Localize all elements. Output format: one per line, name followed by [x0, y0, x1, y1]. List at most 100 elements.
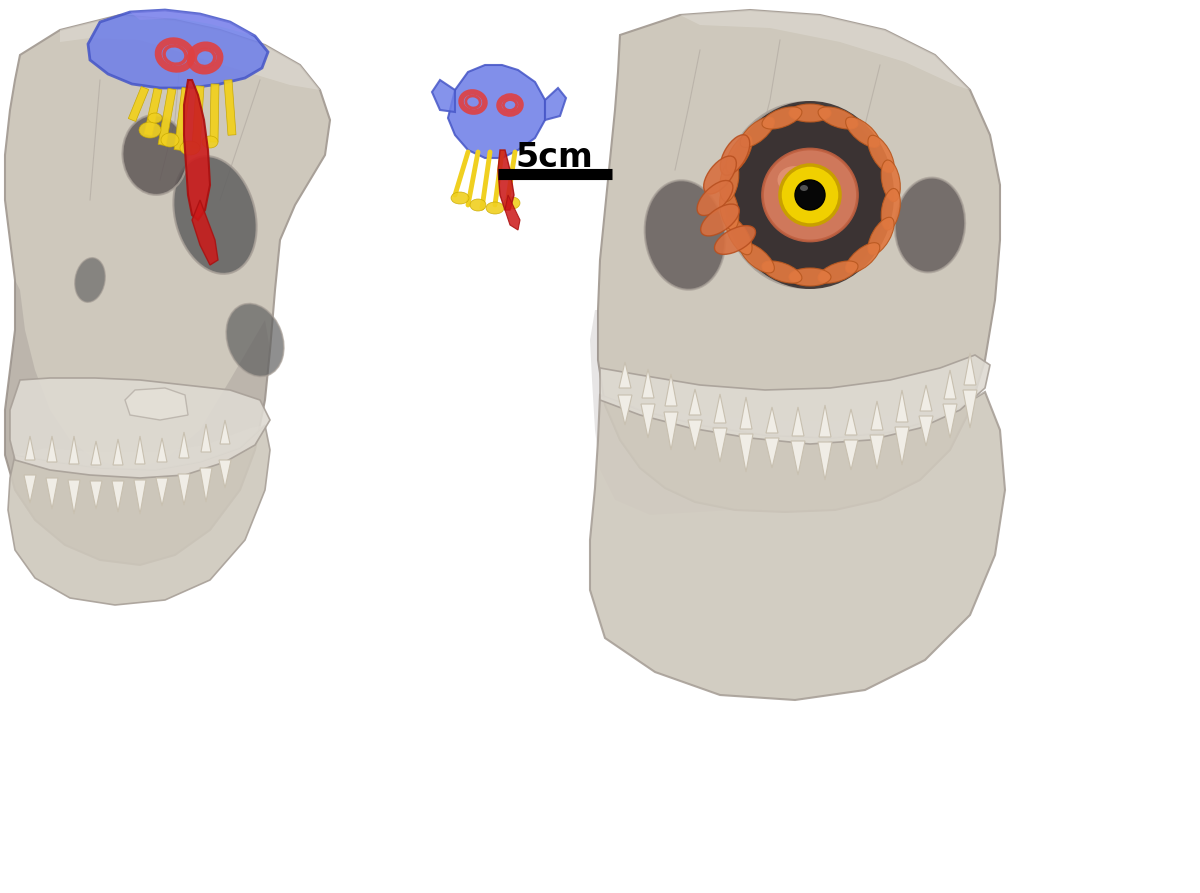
Polygon shape: [156, 478, 168, 506]
Polygon shape: [600, 355, 990, 444]
Polygon shape: [665, 374, 677, 406]
Ellipse shape: [720, 188, 739, 230]
Ellipse shape: [173, 156, 257, 274]
Polygon shape: [14, 425, 265, 470]
Polygon shape: [766, 438, 779, 468]
Polygon shape: [944, 370, 956, 399]
Polygon shape: [5, 15, 330, 565]
Ellipse shape: [726, 217, 752, 255]
Ellipse shape: [148, 113, 162, 123]
Polygon shape: [896, 390, 908, 422]
Ellipse shape: [697, 180, 733, 215]
Ellipse shape: [762, 261, 802, 283]
Polygon shape: [70, 436, 79, 464]
Polygon shape: [192, 200, 218, 265]
Ellipse shape: [74, 258, 106, 303]
Ellipse shape: [722, 103, 888, 288]
Ellipse shape: [895, 178, 965, 272]
Ellipse shape: [818, 107, 858, 129]
Polygon shape: [220, 460, 230, 488]
Polygon shape: [68, 480, 80, 514]
Polygon shape: [590, 310, 734, 515]
Ellipse shape: [881, 160, 900, 202]
Polygon shape: [157, 438, 167, 462]
Polygon shape: [919, 416, 934, 446]
Polygon shape: [545, 88, 566, 120]
Ellipse shape: [846, 117, 880, 147]
Polygon shape: [432, 80, 455, 112]
Polygon shape: [60, 15, 320, 90]
Polygon shape: [128, 87, 149, 121]
Polygon shape: [713, 428, 727, 462]
Ellipse shape: [714, 226, 756, 255]
Ellipse shape: [504, 197, 520, 209]
Ellipse shape: [644, 180, 725, 289]
Polygon shape: [179, 432, 190, 458]
Polygon shape: [590, 392, 1006, 700]
Polygon shape: [845, 409, 857, 435]
Polygon shape: [125, 388, 188, 420]
Polygon shape: [920, 385, 932, 411]
Polygon shape: [134, 436, 145, 464]
Polygon shape: [598, 10, 1000, 512]
Ellipse shape: [762, 149, 858, 241]
Polygon shape: [144, 88, 162, 136]
Ellipse shape: [161, 133, 179, 147]
Ellipse shape: [800, 185, 808, 191]
Polygon shape: [680, 10, 970, 90]
Ellipse shape: [470, 199, 486, 211]
Ellipse shape: [762, 107, 802, 129]
Polygon shape: [600, 392, 985, 438]
Polygon shape: [943, 404, 958, 438]
Polygon shape: [47, 436, 58, 462]
Polygon shape: [818, 442, 832, 480]
Polygon shape: [88, 10, 268, 88]
Polygon shape: [5, 280, 270, 565]
Polygon shape: [134, 480, 146, 514]
Polygon shape: [91, 441, 101, 465]
Ellipse shape: [796, 180, 826, 210]
Polygon shape: [870, 435, 884, 469]
Polygon shape: [192, 86, 204, 148]
Ellipse shape: [868, 135, 894, 172]
Ellipse shape: [726, 101, 894, 289]
Polygon shape: [689, 389, 701, 415]
Polygon shape: [791, 441, 805, 475]
Ellipse shape: [790, 268, 830, 286]
Ellipse shape: [202, 136, 218, 148]
Polygon shape: [792, 407, 804, 436]
Polygon shape: [688, 420, 702, 450]
Ellipse shape: [720, 160, 739, 202]
Polygon shape: [498, 150, 514, 210]
Ellipse shape: [720, 135, 750, 175]
Polygon shape: [766, 407, 778, 433]
Polygon shape: [505, 195, 520, 230]
Polygon shape: [964, 353, 976, 385]
Ellipse shape: [780, 165, 840, 225]
Polygon shape: [10, 378, 270, 478]
Polygon shape: [113, 439, 124, 465]
Ellipse shape: [451, 192, 469, 204]
Ellipse shape: [868, 217, 894, 255]
Polygon shape: [130, 10, 256, 36]
Ellipse shape: [122, 115, 187, 195]
Ellipse shape: [701, 204, 739, 236]
Polygon shape: [90, 481, 102, 509]
Ellipse shape: [726, 135, 752, 172]
Text: 5cm: 5cm: [516, 141, 593, 174]
Ellipse shape: [790, 104, 830, 122]
Polygon shape: [25, 436, 35, 460]
Ellipse shape: [703, 156, 737, 194]
Ellipse shape: [486, 202, 504, 214]
Polygon shape: [714, 394, 726, 423]
Polygon shape: [642, 369, 654, 398]
Ellipse shape: [881, 188, 900, 230]
Polygon shape: [184, 80, 210, 220]
Polygon shape: [46, 478, 58, 509]
Ellipse shape: [180, 141, 200, 155]
Polygon shape: [895, 427, 910, 465]
Polygon shape: [220, 420, 230, 444]
Polygon shape: [112, 481, 124, 512]
Polygon shape: [8, 425, 270, 605]
Polygon shape: [178, 474, 190, 505]
